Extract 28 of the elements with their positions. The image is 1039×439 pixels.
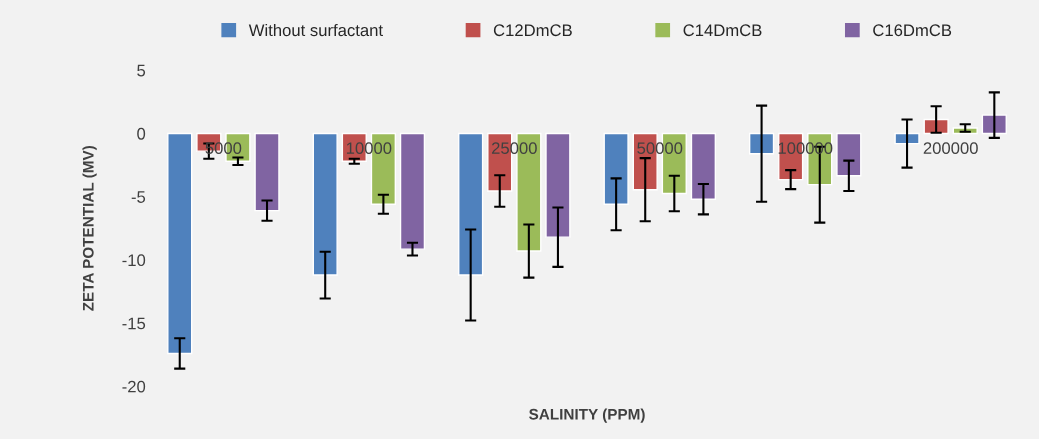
bar (458, 132, 484, 276)
legend-label: Without surfactant (248, 23, 383, 37)
y-tick-label: -5 (131, 191, 146, 203)
y-tick-label: 0 (137, 127, 146, 140)
bar (254, 132, 280, 212)
y-tick-label: -15 (122, 317, 146, 330)
bar (981, 114, 1007, 135)
y-tick-label: -20 (122, 380, 146, 393)
x-axis-title: SALINITY (PPM) (529, 408, 645, 423)
x-tick-label: 10000 (346, 142, 392, 155)
y-axis-title: ZETA POTENTIAL (MV) (82, 146, 97, 311)
x-tick-label: 50000 (637, 142, 683, 155)
bar (167, 132, 193, 355)
legend-label: C14DmCB (683, 24, 762, 37)
bar (690, 132, 717, 200)
x-tick-label: 5000 (205, 142, 242, 155)
bar (312, 132, 338, 276)
y-tick-label: -10 (122, 254, 146, 267)
bar (894, 132, 920, 145)
legend-label: C16DmCB (873, 24, 952, 37)
bar (836, 132, 862, 177)
legend-label: C12DmCB (493, 24, 572, 37)
bar (399, 132, 426, 250)
bar (545, 132, 571, 238)
y-tick-label: 5 (137, 64, 146, 77)
x-tick-label: 25000 (491, 142, 537, 155)
bar (603, 132, 629, 205)
x-tick-label: 200000 (923, 142, 978, 155)
